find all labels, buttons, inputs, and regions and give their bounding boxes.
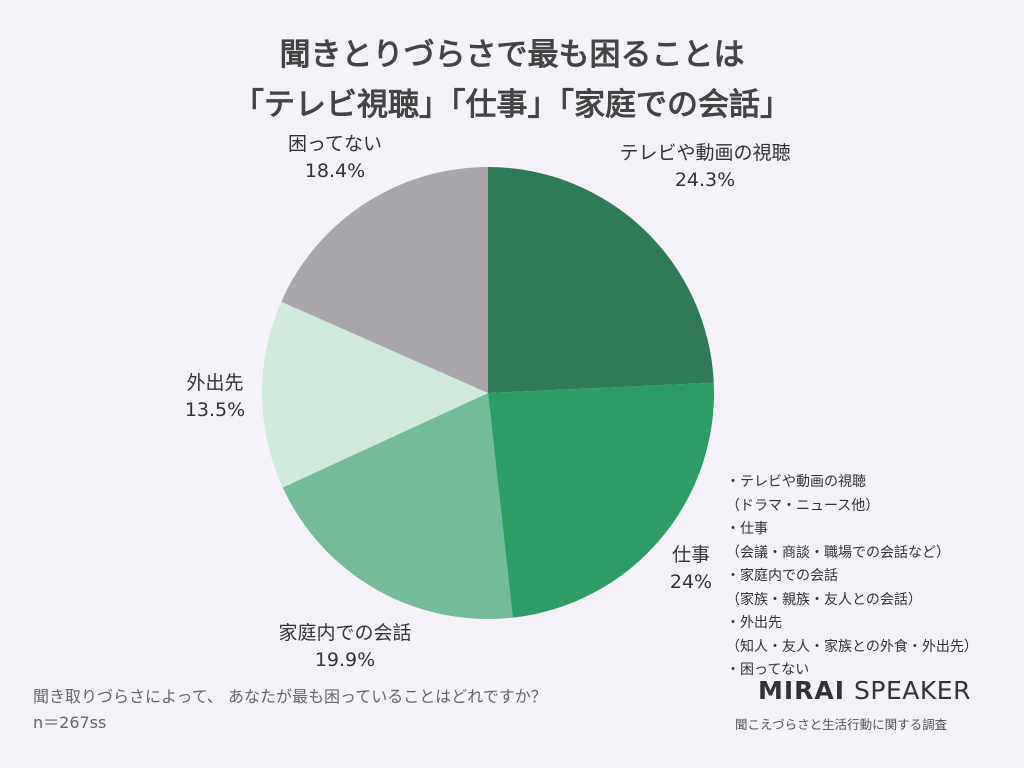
note-line: ・家庭内での会話 <box>726 568 838 584</box>
sample-size: n＝267ss <box>33 713 107 732</box>
note-line: （ドラマ・ニュース他） <box>726 497 880 514</box>
slice-home <box>282 393 513 619</box>
slice-name-tv: テレビや動画の視聴 <box>619 142 791 164</box>
slice-outside <box>262 301 488 488</box>
note-line: ・テレビや動画の視聴 <box>726 474 866 490</box>
slice-name-home: 家庭内での会話 <box>278 622 412 644</box>
brand-bold: MIRAI <box>758 676 846 705</box>
slice-value-tv: 24.3% <box>674 169 736 191</box>
slice-label-work: 仕事 24% <box>656 542 726 596</box>
slice-name-none: 困ってない <box>287 133 383 155</box>
brand-light: SPEAKER <box>854 676 971 705</box>
slice-value-work: 24% <box>669 571 713 593</box>
slice-work <box>488 382 715 618</box>
category-notes: ・テレビや動画の視聴 （ドラマ・ニュース他） ・仕事 （会議・商談・職場での会話… <box>726 471 978 683</box>
note-line: ・困ってない <box>726 662 810 678</box>
slice-name-work: 仕事 <box>671 544 710 566</box>
brand-logo: MIRAI SPEAKER <box>758 676 971 705</box>
slice-label-home: 家庭内での会話 19.9% <box>250 620 440 674</box>
survey-name: 聞こえづらさと生活行動に関する調査 <box>735 717 948 732</box>
slice-tv <box>488 167 714 393</box>
note-line: （会議・商談・職場での会話など） <box>726 544 950 561</box>
slice-none <box>281 167 488 393</box>
slice-label-tv: テレビや動画の視聴 24.3% <box>590 140 820 194</box>
slice-label-outside: 外出先 13.5% <box>170 370 260 424</box>
chart-title-line1: 聞きとりづらさで最も困ることは <box>279 37 745 73</box>
survey-question: 聞き取りづらさによって、 あなたが最も困っていることはどれですか？ <box>33 687 547 706</box>
chart-title-line2: 「テレビ視聴」「仕事」「家庭での会話」 <box>233 87 791 123</box>
slice-value-outside: 13.5% <box>184 399 246 421</box>
note-line: （知人・友人・家族との外食・外出先） <box>726 638 978 655</box>
chart-title: 聞きとりづらさで最も困ることは 「テレビ視聴」「仕事」「家庭での会話」 <box>0 30 1024 130</box>
slice-name-outside: 外出先 <box>186 372 244 394</box>
slice-label-none: 困ってない 18.4% <box>270 131 400 185</box>
slice-value-home: 19.9% <box>314 649 376 671</box>
note-line: ・外出先 <box>726 615 782 631</box>
note-line: （家族・親族・友人との会話） <box>726 591 922 608</box>
slice-value-none: 18.4% <box>304 160 366 182</box>
note-line: ・仕事 <box>726 521 768 537</box>
